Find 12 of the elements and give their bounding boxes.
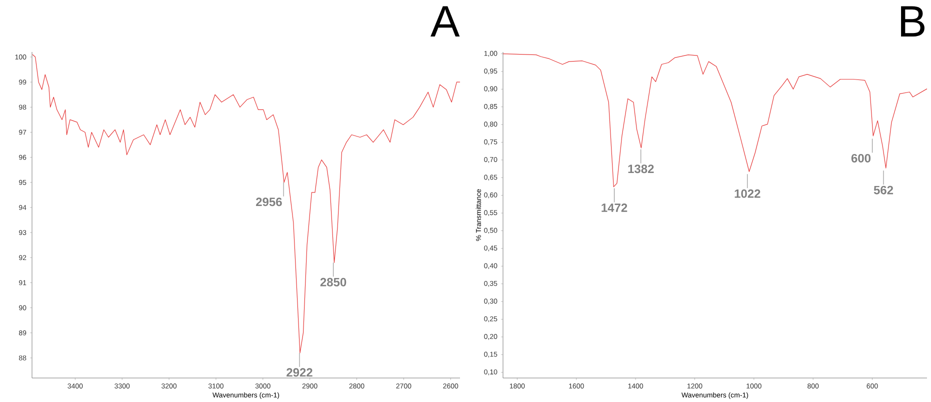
annotation: 1022 <box>734 189 760 198</box>
annotation: 2956 <box>256 198 282 206</box>
annotation: 1382 <box>628 164 654 174</box>
annotation: 2922 <box>286 368 312 377</box>
line-series <box>502 53 928 188</box>
annotation: 562 <box>874 186 894 194</box>
chart-title: A <box>430 6 460 36</box>
annotation: 2850 <box>320 278 346 286</box>
line-series <box>32 54 460 354</box>
annotation: 1472 <box>602 203 628 212</box>
chart-title: B <box>901 6 924 36</box>
annotation: 600 <box>851 154 871 162</box>
